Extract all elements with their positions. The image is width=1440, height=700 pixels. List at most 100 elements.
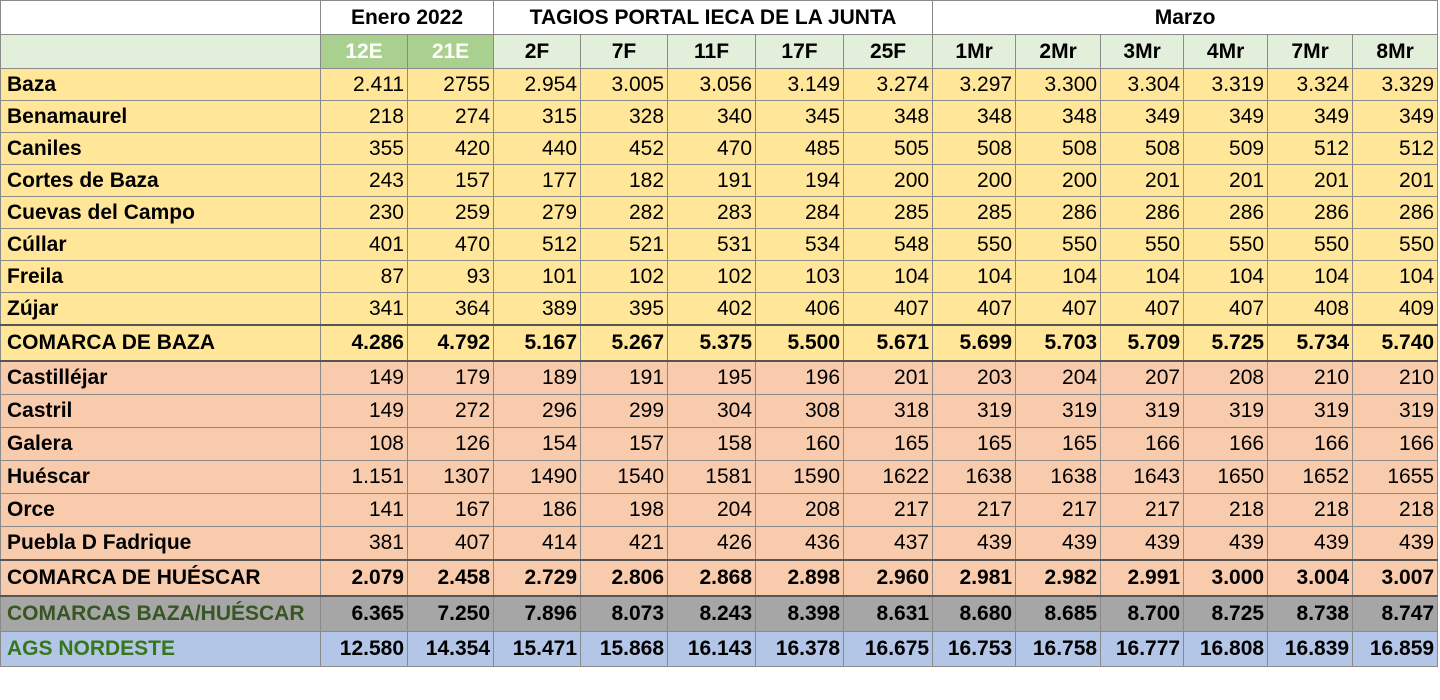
cell-value: 177 <box>493 164 582 197</box>
column-header: 2F <box>493 34 582 69</box>
municipality-row: Orce 141 167 186 198 204 208 217 217 217 217 218 218… <box>0 493 1439 527</box>
group-header-row: Enero 2022 TAGIOS PORTAL IECA DE LA JUNTA… <box>0 0 1439 35</box>
cell-value: 194 <box>755 164 845 197</box>
cell-value: 3.004 <box>1267 559 1354 597</box>
cell-value: 8.725 <box>1183 595 1269 632</box>
grand-total-row: AGS NORDESTE 12.580 14.354 15.471 15.868 16.1… <box>0 631 1439 667</box>
cell-value: 104 <box>1015 260 1102 293</box>
cell-value: 8.700 <box>1100 595 1185 632</box>
cell-value: 2.806 <box>580 559 669 597</box>
cell-value: 3.000 <box>1183 559 1269 597</box>
cell-value: 284 <box>755 196 845 229</box>
row-label: Cúllar <box>0 228 321 261</box>
cell-value: 521 <box>580 228 669 261</box>
column-header: 7Mr <box>1267 34 1354 69</box>
cell-value: 2.458 <box>406 559 495 597</box>
cell-value: 8.738 <box>1267 595 1354 632</box>
cell-value: 272 <box>406 394 495 428</box>
cell-value: 408 <box>1267 292 1354 326</box>
cell-value: 141 <box>320 493 408 527</box>
cell-value: 299 <box>580 394 669 428</box>
cell-value: 319 <box>1015 394 1102 428</box>
cell-value: 1652 <box>1267 460 1354 494</box>
cell-value: 8.685 <box>1015 595 1102 632</box>
cell-value: 102 <box>580 260 669 293</box>
cell-value: 12.580 <box>320 631 408 667</box>
cell-value: 407 <box>1015 292 1102 326</box>
cell-value: 436 <box>755 526 845 561</box>
cell-value: 204 <box>667 493 757 527</box>
cell-value: 157 <box>580 427 669 461</box>
municipality-row: Cuevas del Campo 230 259 279 282 283 284 285 285… <box>0 196 1439 229</box>
cell-value: 149 <box>320 394 408 428</box>
cell-value: 208 <box>1183 360 1269 395</box>
cell-value: 348 <box>843 100 934 133</box>
cell-value: 16.777 <box>1100 631 1185 667</box>
comarca-total-row: COMARCA DE BAZA 4.286 4.792 5.167 5.267 5.375… <box>0 324 1439 362</box>
cell-value: 282 <box>580 196 669 229</box>
cell-value: 210 <box>1267 360 1354 395</box>
row-label: AGS NORDESTE <box>0 631 321 667</box>
row-label: Cortes de Baza <box>0 164 321 197</box>
row-label: COMARCA DE BAZA <box>0 324 321 362</box>
cell-value: 198 <box>580 493 669 527</box>
cell-value: 512 <box>493 228 582 261</box>
cell-value: 279 <box>493 196 582 229</box>
cell-value: 201 <box>1100 164 1185 197</box>
cell-value: 349 <box>1100 100 1185 133</box>
cell-value: 3.329 <box>1352 68 1439 101</box>
cell-value: 2.960 <box>843 559 934 597</box>
cell-value: 8.398 <box>755 595 845 632</box>
cell-value: 104 <box>1352 260 1439 293</box>
municipality-row: Caniles 355 420 440 452 470 485 505 508 508 508 509… <box>0 132 1439 165</box>
row-label: Galera <box>0 427 321 461</box>
cell-value: 420 <box>406 132 495 165</box>
cell-value: 104 <box>932 260 1017 293</box>
cell-value: 319 <box>1352 394 1439 428</box>
municipality-row: Castilléjar 149 179 189 191 195 196 201 203 204 20… <box>0 360 1439 395</box>
cell-value: 349 <box>1352 100 1439 133</box>
cell-value: 102 <box>667 260 757 293</box>
cell-value: 509 <box>1183 132 1269 165</box>
row-label: Castril <box>0 394 321 428</box>
cell-value: 8.073 <box>580 595 669 632</box>
cell-value: 149 <box>320 360 408 395</box>
cell-value: 2.982 <box>1015 559 1102 597</box>
cell-value: 126 <box>406 427 495 461</box>
cell-value: 15.471 <box>493 631 582 667</box>
municipality-row: Cúllar 401 470 512 521 531 534 548 550 550 550 550 5… <box>0 228 1439 261</box>
corner-cell <box>0 0 321 35</box>
cell-value: 1655 <box>1352 460 1439 494</box>
municipality-row: Benamaurel 218 274 315 328 340 345 348 348 348 349… <box>0 100 1439 133</box>
cell-value: 485 <box>755 132 845 165</box>
cell-value: 319 <box>1267 394 1354 428</box>
cell-value: 2.981 <box>932 559 1017 597</box>
cell-value: 3.056 <box>667 68 757 101</box>
cell-value: 1581 <box>667 460 757 494</box>
cell-value: 285 <box>932 196 1017 229</box>
cell-value: 421 <box>580 526 669 561</box>
cell-value: 16.859 <box>1352 631 1439 667</box>
cell-value: 16.758 <box>1015 631 1102 667</box>
cell-value: 179 <box>406 360 495 395</box>
cell-value: 308 <box>755 394 845 428</box>
cell-value: 218 <box>1352 493 1439 527</box>
cell-value: 440 <box>493 132 582 165</box>
cell-value: 439 <box>932 526 1017 561</box>
cell-value: 1638 <box>932 460 1017 494</box>
cell-value: 154 <box>493 427 582 461</box>
cell-value: 401 <box>320 228 408 261</box>
cell-value: 16.753 <box>932 631 1017 667</box>
cell-value: 505 <box>843 132 934 165</box>
grand-total-row: COMARCAS BAZA/HUÉSCAR 6.365 7.250 7.896 8.07… <box>0 595 1439 632</box>
cell-value: 166 <box>1267 427 1354 461</box>
cell-value: 200 <box>932 164 1017 197</box>
cell-value: 165 <box>932 427 1017 461</box>
cell-value: 470 <box>406 228 495 261</box>
cell-value: 512 <box>1352 132 1439 165</box>
cell-value: 381 <box>320 526 408 561</box>
cell-value: 217 <box>932 493 1017 527</box>
cell-value: 1638 <box>1015 460 1102 494</box>
cell-value: 191 <box>667 164 757 197</box>
row-label: Orce <box>0 493 321 527</box>
